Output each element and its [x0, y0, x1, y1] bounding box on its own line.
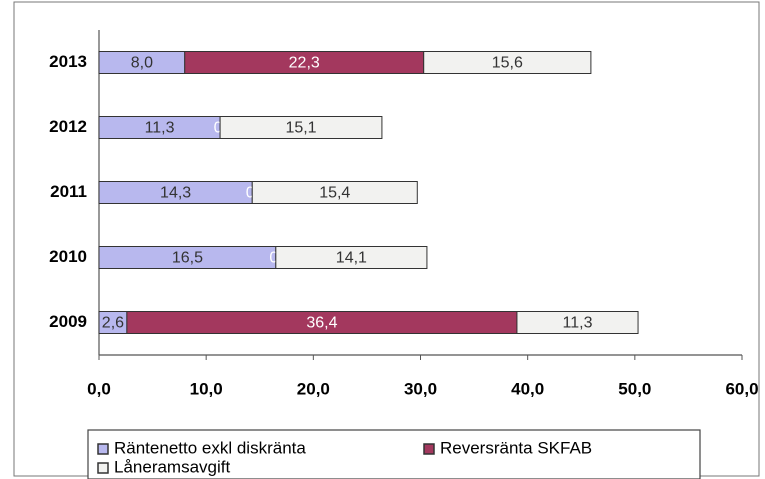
- bar-segment: [516, 311, 639, 334]
- legend-label: Låneramsavgift: [114, 457, 231, 476]
- value-label: 15,1: [285, 120, 316, 137]
- category-label: 2011: [50, 182, 87, 201]
- value-label: 11,3: [145, 120, 175, 137]
- value-label: 8,0: [131, 55, 153, 72]
- bar-segment: [251, 181, 418, 204]
- category-label: 2009: [49, 312, 87, 331]
- value-label: 16,5: [172, 250, 203, 267]
- value-label: 22,3: [289, 55, 320, 72]
- value-label: 36,4: [306, 315, 337, 332]
- bar-segment: [219, 116, 383, 139]
- bar-segment: [423, 51, 592, 74]
- legend-box: [87, 429, 701, 479]
- value-label: 2,6: [102, 315, 124, 332]
- category-label: 2010: [49, 247, 87, 266]
- legend-swatch: [97, 462, 109, 474]
- value-label: 15,4: [319, 185, 350, 202]
- x-tick-label: 40,0: [511, 379, 544, 398]
- category-label: 2013: [49, 52, 87, 71]
- category-label: 2012: [49, 117, 87, 136]
- x-tick-label: 10,0: [190, 379, 223, 398]
- x-tick-label: 30,0: [404, 379, 437, 398]
- value-label: 14,3: [160, 185, 191, 202]
- x-tick-label: 60,0: [725, 379, 758, 398]
- bar-segment: [275, 246, 428, 269]
- value-label: 15,6: [492, 55, 523, 72]
- legend-swatch: [97, 443, 109, 455]
- x-tick-label: 20,0: [297, 379, 330, 398]
- x-tick-label: 50,0: [618, 379, 651, 398]
- legend-label: Reversränta SKFAB: [440, 438, 592, 457]
- value-label: 0: [246, 185, 255, 202]
- value-label: 14,1: [336, 250, 367, 267]
- x-tick-label: 0,0: [87, 379, 111, 398]
- legend-label: Räntenetto exkl diskränta: [114, 438, 306, 457]
- legend-swatch: [423, 443, 435, 455]
- value-label: 11,3: [563, 315, 593, 332]
- value-label: 0: [269, 250, 278, 267]
- value-label: 0: [214, 120, 223, 137]
